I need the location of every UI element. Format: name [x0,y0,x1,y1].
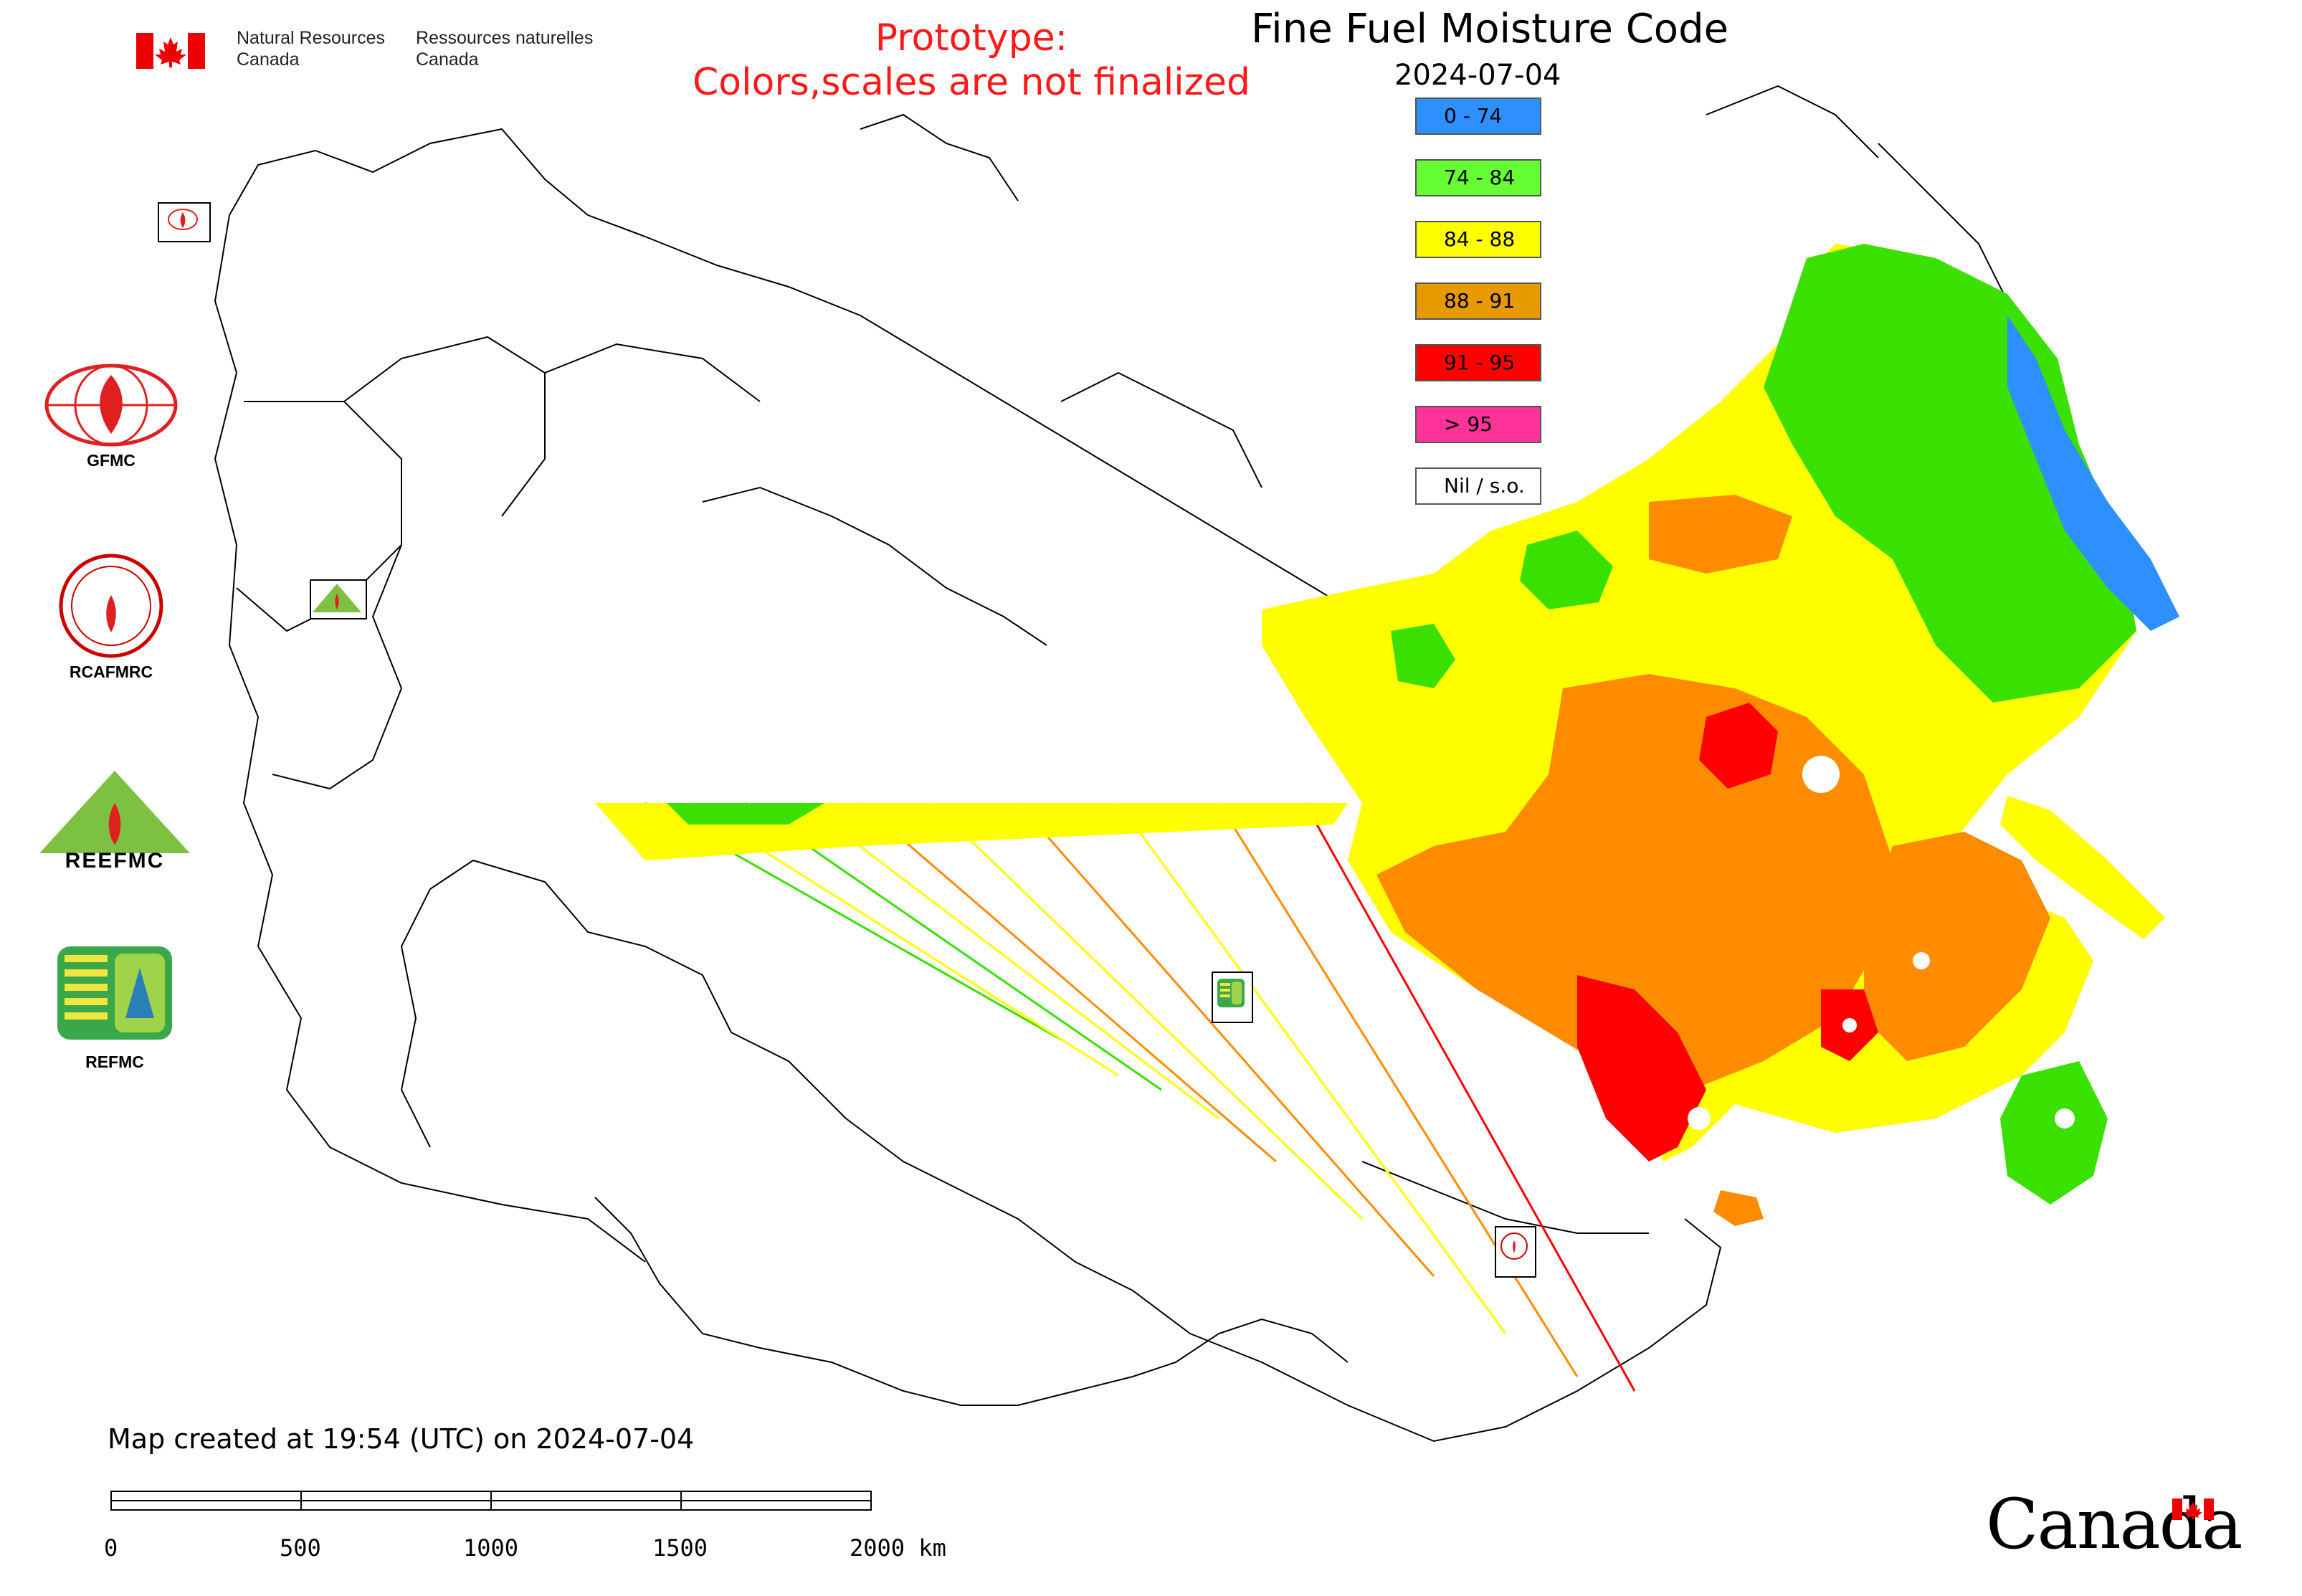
rcafmrc-logo: RCAFMRC [39,552,183,682]
nrcan-name-fr: Ressources naturelles Canada [416,27,593,70]
canada-flag-icon [136,33,205,69]
legend-item-6: Nil / s.o. [1415,467,1541,505]
scale-tick-1000: 1000 [463,1534,519,1562]
country-outlines [214,85,2008,1443]
legend-item-5: > 95 [1415,406,1541,443]
ffmc-streaks [645,802,1636,1392]
refmc-logo: REFMC [57,946,172,1072]
legend-item-0: 0 - 74 [1415,98,1541,135]
map-title: Fine Fuel Moisture Code [1251,6,1729,52]
nrcan-name-en: Natural Resources Canada [237,27,385,70]
gfmc-marker-icon [168,209,198,230]
ffmc-raster [1262,244,2179,1226]
scale-tick-1500: 1500 [652,1534,708,1562]
gfmc-map-marker [158,202,211,242]
nrcan-fr-line-2: Canada [416,49,479,70]
legend-item-1: 74 - 84 [1415,159,1541,196]
map-date: 2024-07-04 [1394,59,1561,92]
reefmc-logo: REEFMC [36,767,194,873]
rcafmrc-marker-icon [1500,1232,1528,1260]
reefmc-triangle-icon [39,771,190,853]
nrcan-fr-line-1: Ressources naturelles [416,28,594,48]
gfmc-globe-icon [44,364,178,447]
prototype-note: Prototype: Colors,scales are not finaliz… [685,16,1258,105]
nrcan-en-line-1: Natural Resources [237,28,386,48]
scale-tick-500: 500 [280,1534,321,1562]
refmc-map-marker [1212,972,1253,1023]
scale-tick-0: 0 [104,1534,118,1562]
rcafmrc-map-marker [1495,1226,1536,1278]
nrcan-en-line-2: Canada [237,49,300,70]
ffmc-streak-green [667,803,824,825]
canada-wordmark: Canada [1986,1484,2242,1564]
map-created-timestamp: Map created at 19:54 (UTC) on 2024-07-04 [108,1423,695,1455]
rcafmrc-seal-icon [59,554,163,658]
legend-item-4: 91 - 95 [1415,344,1541,381]
prototype-line-2: Colors,scales are not finalized [692,61,1251,104]
reefmc-marker-icon [313,584,361,612]
refmc-marker-icon [1217,979,1245,1007]
rcafmrc-label: RCAFMRC [69,662,153,681]
refmc-label: REFMC [85,1053,144,1071]
scale-bar-graphic [110,1491,872,1511]
canada-wordmark-flag-icon [2172,1498,2214,1520]
legend-item-2: 84 - 88 [1415,221,1541,258]
gfmc-label: GFMC [87,451,135,470]
scale-tick-2000: 2000 km [850,1534,946,1562]
nil-markers [1688,756,2075,1130]
prototype-line-1: Prototype: [875,16,1068,60]
reefmc-label: REEFMC [65,849,165,873]
refmc-emblem-icon [57,946,172,1040]
gfmc-logo: GFMC [39,362,183,470]
reefmc-map-marker [310,579,367,619]
legend-item-3: 88 - 91 [1415,282,1541,320]
